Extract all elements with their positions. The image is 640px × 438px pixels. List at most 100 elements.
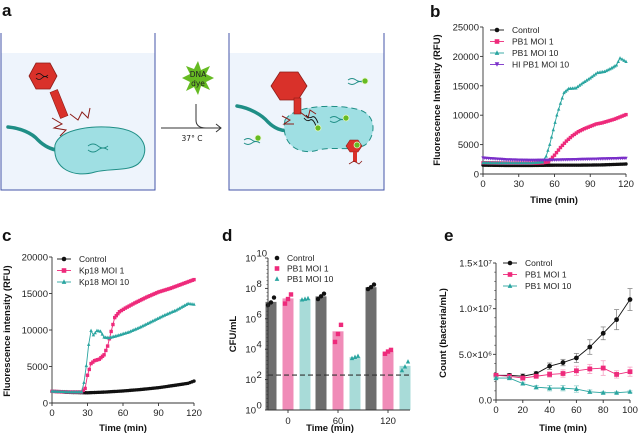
data-point (520, 375, 526, 381)
x-tick-label: 30 (82, 408, 93, 419)
data-point (553, 120, 557, 124)
data-point (627, 369, 633, 375)
x-tick-label: 90 (153, 408, 164, 419)
legend-item: PB1 MOI 10 (490, 48, 559, 58)
data-point (583, 79, 587, 83)
data-point (542, 160, 547, 165)
data-point (388, 347, 394, 353)
data-point (622, 58, 626, 62)
data-point (125, 305, 129, 309)
legend-item: Control (57, 254, 107, 264)
x-tick-label: 0 (480, 179, 485, 190)
panel-letter-d: d (222, 226, 232, 245)
data-point (111, 322, 115, 327)
data-point (271, 295, 277, 300)
data-point (332, 339, 338, 345)
data-point (399, 367, 405, 373)
panel-c-chart: c Fluorescence intensity (RFU) Time (min… (2, 226, 202, 434)
data-point (179, 305, 184, 309)
series-line (51, 279, 195, 393)
data-point (562, 141, 567, 145)
dye-dot (342, 114, 350, 122)
data-point (540, 160, 545, 164)
data-point (507, 260, 513, 266)
data-point (550, 155, 555, 160)
data-point (604, 119, 608, 124)
data-point (608, 118, 612, 123)
data-point (586, 125, 590, 129)
data-point (121, 307, 126, 312)
series-hi-pb1-moi-10 (481, 156, 628, 163)
data-point (577, 83, 582, 87)
data-point (600, 330, 606, 336)
legend-item: Kp18 MOI 1 (57, 266, 125, 276)
bar-series-pb1-moi-1 (282, 292, 394, 410)
data-point (614, 63, 619, 67)
phage-attached (270, 71, 317, 125)
data-point (576, 129, 581, 134)
data-point (584, 126, 588, 130)
y-tick-label: 0 (43, 399, 48, 410)
y-axis-label: Count (bacteria/mL) (438, 288, 449, 378)
x-tick-label: 120 (618, 179, 634, 190)
data-point (318, 294, 324, 299)
data-point (565, 88, 569, 92)
y-tick-label: 0 (474, 170, 479, 181)
data-point (608, 66, 612, 71)
dna-dye-star-icon (182, 61, 214, 95)
data-point (611, 65, 615, 69)
y-tick-label: 25000 (453, 23, 479, 34)
data-point (600, 389, 606, 395)
series-line (51, 303, 195, 393)
data-point (554, 150, 559, 155)
data-point (174, 308, 178, 312)
data-point (321, 291, 327, 296)
data-point (127, 304, 131, 308)
data-point (385, 349, 391, 354)
data-point (533, 373, 539, 379)
data-point (117, 310, 122, 314)
series-pb1-moi-10 (493, 375, 633, 395)
data-point (622, 113, 626, 118)
data-point (355, 353, 361, 358)
data-point (81, 388, 86, 392)
data-point (552, 153, 557, 157)
y-tick-label-exponent: 4 (257, 340, 262, 351)
data-point (274, 255, 280, 261)
well-outline (228, 33, 385, 191)
data-point (274, 276, 280, 281)
data-point (89, 328, 93, 333)
series-control (493, 288, 633, 379)
data-point (602, 120, 606, 124)
data-point (574, 131, 579, 135)
data-point (614, 116, 618, 121)
data-point (176, 307, 180, 311)
data-point (610, 118, 614, 122)
data-point (192, 277, 196, 282)
legend-label: Kp18 MOI 10 (79, 277, 129, 287)
data-point (109, 329, 113, 334)
x-axis-label: Time (min) (99, 423, 147, 434)
y-axis-label: Fluorescence intensity (RFU) (2, 265, 13, 396)
data-point (129, 303, 133, 307)
series-pb1-moi-1 (481, 112, 628, 165)
data-point (620, 114, 624, 118)
legend-item: PB1 MOI 10 (503, 281, 572, 291)
y-tick-label: 1.5×10⁷ (459, 259, 492, 270)
data-point (368, 284, 374, 290)
legend-item: Control (274, 253, 315, 263)
data-point (61, 268, 67, 273)
data-point (494, 27, 500, 33)
data-point (405, 359, 411, 364)
data-point (576, 84, 580, 89)
x-tick-label: 60 (118, 408, 129, 419)
y-tick-label: 20000 (22, 253, 48, 264)
data-point (574, 86, 578, 90)
data-point (102, 353, 106, 357)
y-tick-label-exponent: 6 (257, 309, 262, 320)
data-point (558, 145, 563, 150)
data-point (588, 124, 592, 129)
flagellum (235, 104, 292, 133)
legend-item: HI PB1 MOI 10 (490, 60, 569, 70)
